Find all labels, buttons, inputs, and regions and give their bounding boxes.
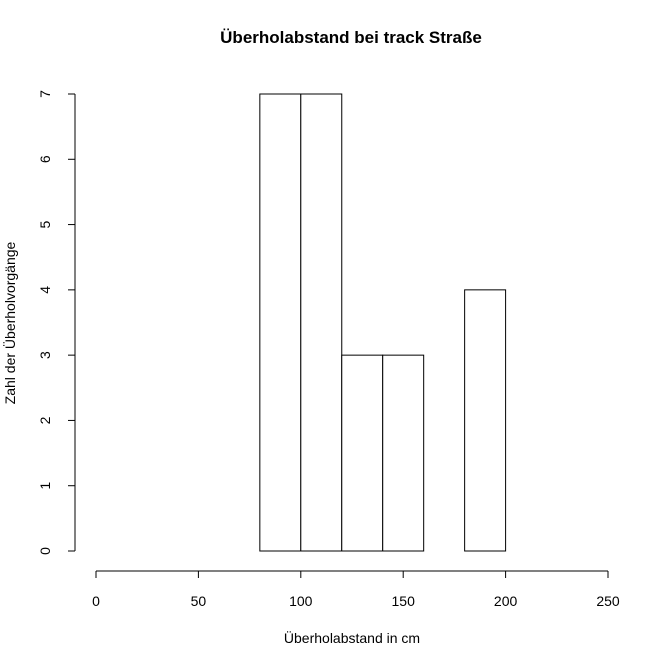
y-axis: 0 1 2 3 4 5 6 7 <box>37 90 76 555</box>
histogram-bar-2 <box>341 354 384 552</box>
y-tick-label-4: 4 <box>37 286 53 294</box>
histogram-bar-3 <box>382 354 425 552</box>
y-tick-label-3: 3 <box>37 351 53 359</box>
x-axis: 0 50 100 150 200 250 <box>92 570 620 609</box>
histogram-bar-5 <box>464 289 507 552</box>
y-tick-label-1: 1 <box>37 482 53 490</box>
histogram-bar-1 <box>300 93 343 552</box>
y-tick-label-7: 7 <box>37 90 53 98</box>
y-tick-label-6: 6 <box>37 155 53 163</box>
x-tick-label-1: 50 <box>191 593 207 609</box>
x-tick-label-2: 100 <box>289 593 313 609</box>
y-tick-label-5: 5 <box>37 220 53 228</box>
histogram-bar-0 <box>259 93 302 552</box>
y-tick-label-0: 0 <box>37 547 53 555</box>
x-tick-label-3: 150 <box>392 593 416 609</box>
y-tick-label-2: 2 <box>37 416 53 424</box>
x-tick-label-0: 0 <box>92 593 100 609</box>
chart-title: Überholabstand bei track Straße <box>220 28 482 47</box>
x-axis-label: Überholabstand in cm <box>284 629 420 646</box>
bars-group <box>259 93 507 552</box>
x-tick-label-5: 250 <box>596 593 620 609</box>
x-tick-label-4: 200 <box>494 593 518 609</box>
y-axis-label: Zahl der Überholvorgänge <box>1 241 18 404</box>
